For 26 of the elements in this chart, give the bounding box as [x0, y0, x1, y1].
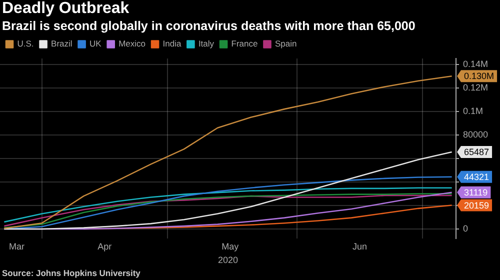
x-axis-title: 2020: [218, 255, 238, 266]
x-tick-label: May: [222, 241, 240, 252]
x-tick-label: Apr: [98, 241, 112, 252]
chart-subtitle: Brazil is second globally in coronavirus deaths with more than 65,000: [1, 18, 416, 34]
y-tick-label: 80000: [463, 129, 488, 140]
data-label: 31119: [464, 187, 488, 198]
legend-label: Spain: [274, 38, 298, 49]
y-tick-label: 0: [463, 223, 468, 234]
x-tick-label: Jun: [352, 241, 368, 252]
legend-label: Brazil: [51, 38, 72, 49]
data-label: 65487: [464, 146, 490, 157]
data-label: 0.130M: [464, 71, 494, 82]
y-tick-label: 0.14M: [463, 58, 488, 69]
legend-label: UK: [90, 38, 102, 49]
legend-label: U.S.: [17, 38, 34, 49]
legend-label: Mexico: [118, 38, 146, 49]
chart-title: Deadly Outbreak: [1, 0, 130, 18]
y-tick-label: 0.1M: [463, 106, 484, 116]
legend-label: Italy: [198, 38, 215, 49]
y-tick-label: 0.12M: [463, 82, 488, 92]
source-note: Source: Johns Hopkins University: [1, 267, 142, 280]
legend-label: France: [231, 38, 258, 49]
data-label: 44321: [464, 172, 490, 182]
data-label: 20159: [464, 200, 490, 210]
x-tick-label: Mar: [8, 241, 24, 252]
legend-label: India: [162, 38, 182, 49]
